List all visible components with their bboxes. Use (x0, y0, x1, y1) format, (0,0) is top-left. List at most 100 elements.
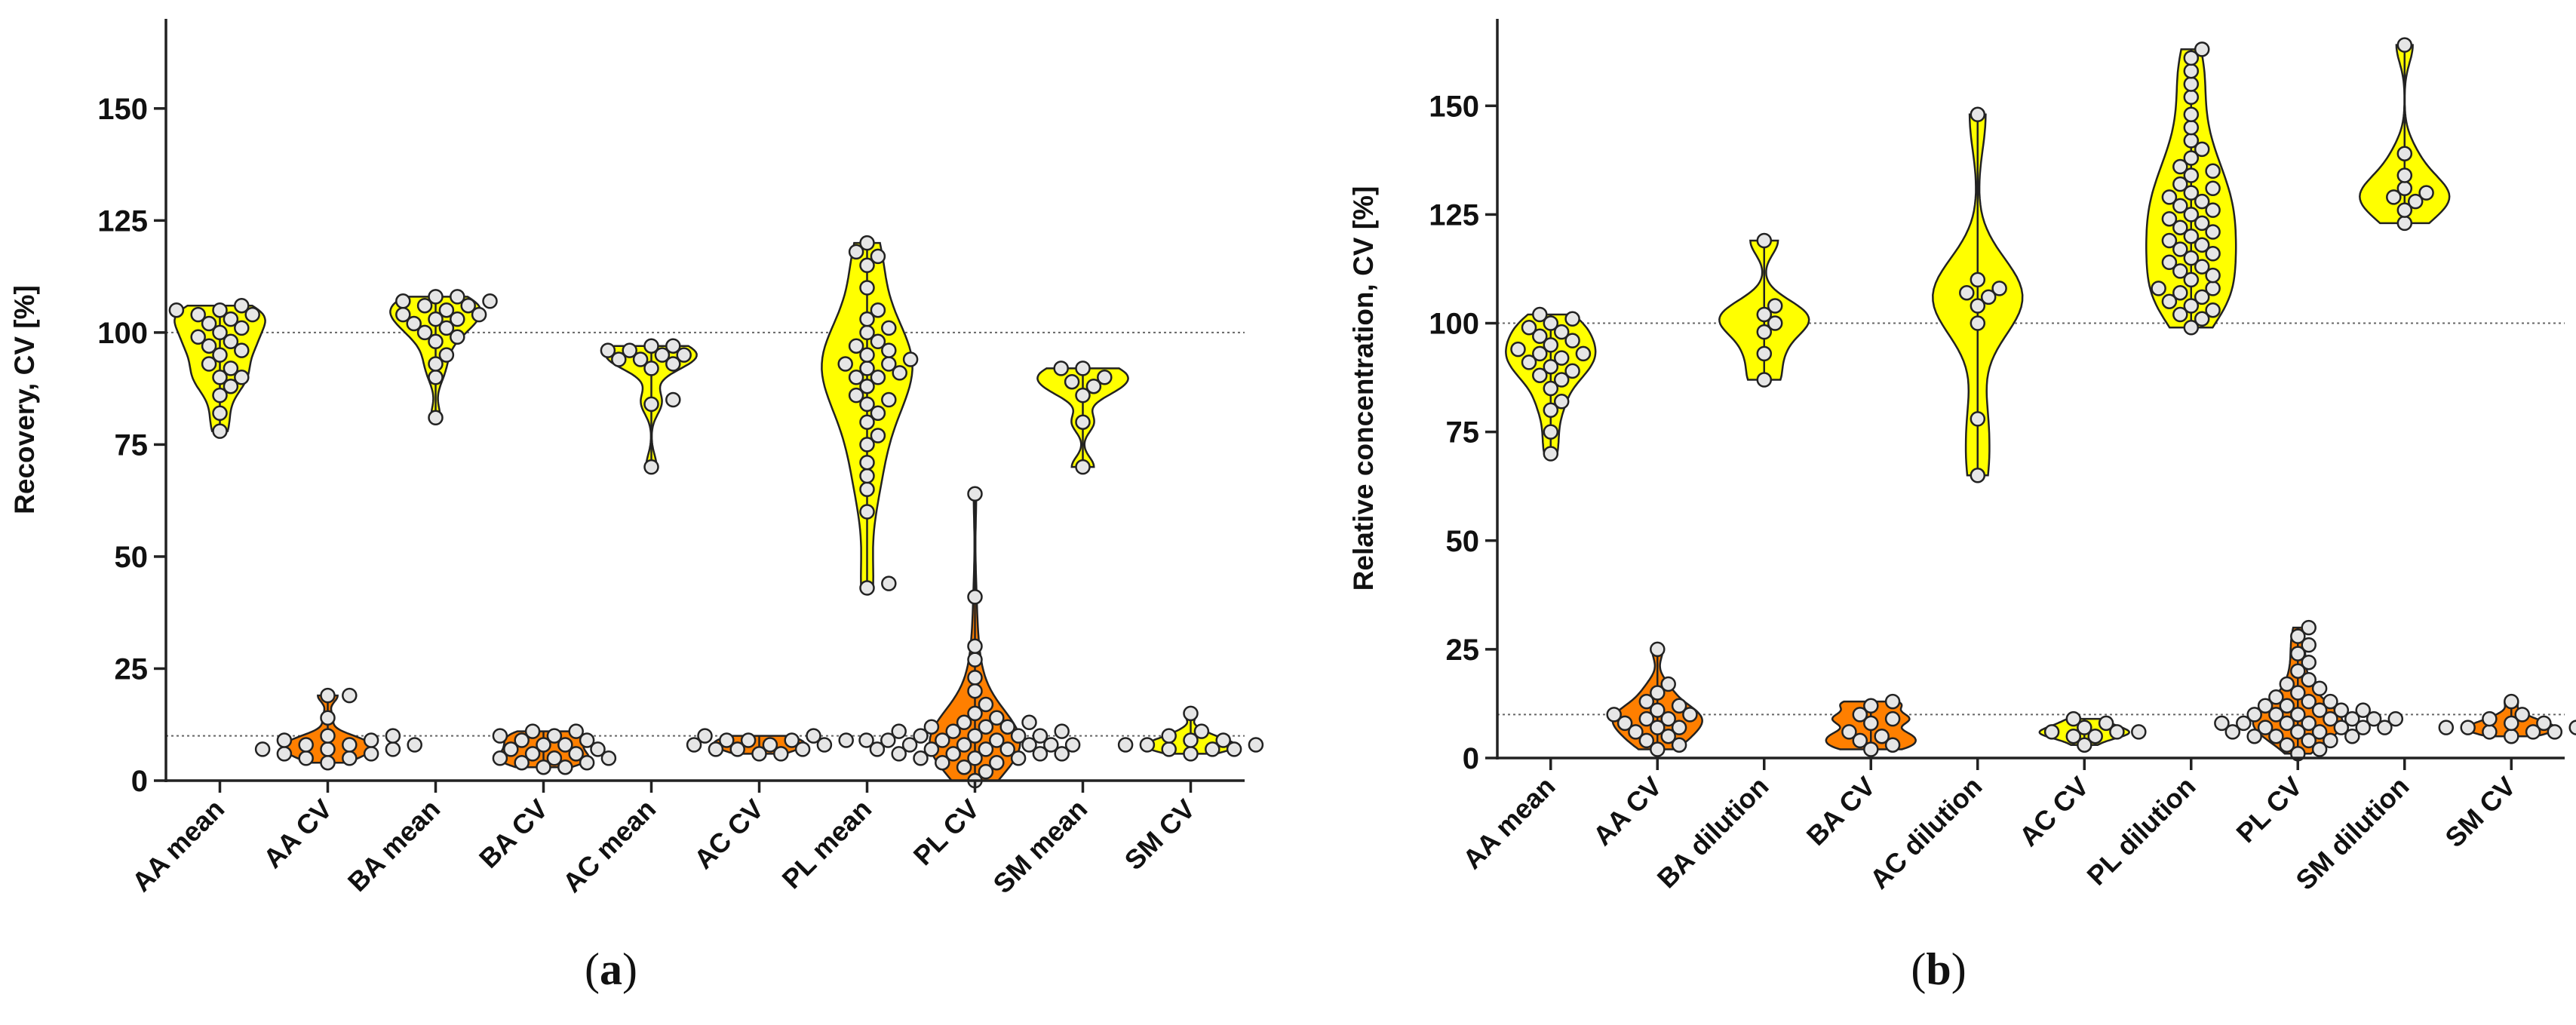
data-point (2183, 63, 2200, 79)
data-point (1980, 289, 1997, 305)
x-tick-label: AC CV (2013, 771, 2095, 852)
data-point (1532, 367, 1548, 383)
data-point (1767, 298, 1783, 314)
data-point (881, 320, 897, 336)
violin-group (168, 297, 266, 439)
data-point (1226, 741, 1242, 757)
data-point (2246, 707, 2262, 723)
data-point (1756, 232, 1773, 249)
data-point (1075, 414, 1091, 430)
data-point (1010, 750, 1027, 766)
data-point (2290, 707, 2306, 723)
data-point (428, 289, 444, 305)
data-point (2183, 298, 2200, 314)
data-point (1521, 320, 1537, 336)
data-point (2183, 272, 2200, 288)
data-point (794, 741, 811, 757)
data-point (524, 723, 541, 739)
data-point (859, 481, 875, 498)
data-point (859, 361, 875, 376)
data-point (2183, 119, 2200, 136)
violin-group (2438, 693, 2576, 744)
data-point (2194, 193, 2210, 210)
data-point (816, 737, 833, 753)
data-point (1161, 728, 1177, 744)
data-point (859, 468, 875, 484)
data-point (2183, 167, 2200, 183)
data-point (859, 396, 875, 413)
data-point (276, 732, 293, 748)
data-point (1532, 345, 1548, 362)
data-point (2109, 724, 2125, 740)
y-tick-label: 100 (1429, 308, 1479, 341)
violin-group (492, 723, 617, 775)
x-tick-label: AC dilution (1864, 771, 1988, 895)
data-point (2205, 267, 2221, 284)
data-point (395, 293, 411, 309)
data-point (859, 378, 875, 394)
data-point (2504, 693, 2519, 710)
data-point (2482, 724, 2498, 740)
data-point (956, 737, 972, 753)
data-point (2246, 728, 2262, 744)
data-point (1756, 372, 1773, 388)
data-point (967, 652, 983, 667)
data-point (665, 356, 681, 372)
data-point (1521, 354, 1537, 370)
y-tick-label: 125 (1429, 198, 1479, 232)
data-point (568, 746, 584, 762)
data-point (838, 732, 854, 748)
y-tick-label: 150 (1429, 90, 1479, 123)
data-point (2460, 720, 2476, 735)
panel-label: (a) (585, 944, 637, 994)
data-point (945, 723, 961, 739)
data-point (2290, 663, 2306, 679)
data-point (1010, 728, 1027, 744)
data-point (201, 356, 217, 372)
data-point (546, 728, 563, 744)
data-point (320, 710, 336, 726)
data-point (2333, 720, 2350, 735)
data-point (428, 333, 444, 350)
data-point (2087, 728, 2103, 744)
data-point (858, 732, 874, 748)
data-point (2205, 281, 2221, 296)
data-point (2194, 141, 2210, 158)
data-point (406, 315, 422, 332)
data-point (1970, 272, 1986, 288)
data-point (407, 737, 422, 753)
y-tick-label: 0 (1463, 742, 1479, 775)
data-point (1543, 446, 1559, 462)
data-point (201, 338, 217, 354)
data-point (643, 396, 659, 413)
data-point (1884, 737, 1901, 753)
data-point (2077, 737, 2092, 753)
data-point (1161, 741, 1177, 757)
data-point (579, 754, 595, 771)
data-point (967, 638, 983, 655)
data-point (2161, 254, 2178, 271)
data-point (967, 750, 983, 766)
data-point (514, 754, 530, 771)
data-point (1183, 705, 1199, 722)
data-point (2525, 724, 2541, 740)
data-point (1863, 741, 1879, 757)
data-point (978, 719, 994, 735)
data-point (859, 324, 875, 341)
data-point (492, 750, 508, 766)
y-tick-label: 100 (97, 317, 148, 350)
data-point (428, 410, 444, 426)
data-point (1543, 380, 1559, 397)
data-point (1205, 741, 1220, 757)
x-tick-label: BA dilution (1651, 771, 1775, 895)
data-point (1021, 714, 1037, 731)
data-point (2377, 720, 2393, 735)
data-point (2366, 710, 2382, 727)
violin-group (821, 235, 919, 596)
x-tick-label: AA CV (1587, 771, 1668, 852)
data-point (848, 387, 864, 404)
data-point (2214, 715, 2230, 732)
data-point (450, 329, 465, 345)
data-point (2301, 732, 2317, 749)
x-tick-label: PL mean (776, 793, 878, 895)
